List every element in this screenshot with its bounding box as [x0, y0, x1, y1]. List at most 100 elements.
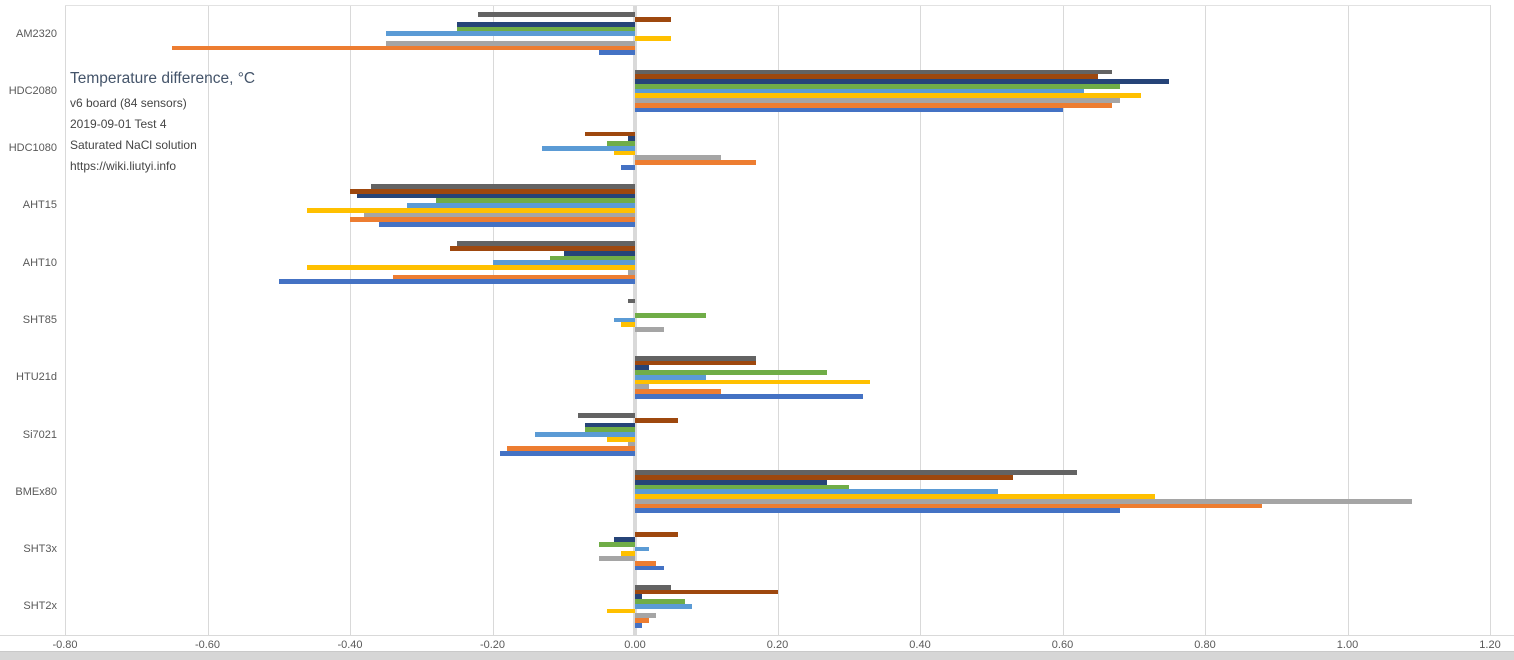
bar-sht2x-blue-series	[635, 622, 643, 628]
bar-si7021-light-blue-series	[535, 432, 635, 437]
bar-hdc1080-navy-series	[627, 136, 635, 142]
x-axis-tick-label: 0.40	[909, 639, 931, 651]
bar-am2320-light-blue-series	[385, 31, 635, 36]
x-axis-tick-label: -0.80	[52, 639, 78, 651]
bar-hdc2080-blue-series	[635, 107, 1063, 113]
bar-aht10-blue-series	[278, 279, 635, 285]
bar-aht10-green-series	[549, 255, 635, 261]
bar-htu21d-dark-red-series	[635, 360, 757, 366]
x-axis-tick-label: -0.20	[479, 639, 506, 651]
bar-htu21d-yellow-series	[635, 379, 871, 385]
x-axis-tick-label: 0.80	[1194, 639, 1216, 651]
bar-bmex80-light-blue-series	[635, 489, 999, 495]
plot-top-border	[65, 5, 1490, 6]
bar-sht3x-green-series	[599, 541, 635, 547]
category-label-am2320: AM2320	[16, 27, 57, 40]
bar-sht3x-navy-series	[613, 537, 635, 542]
bar-hdc2080-orange-series	[635, 102, 1113, 108]
bar-aht15-yellow-series	[307, 207, 635, 213]
category-label-sht85: SHT85	[22, 314, 57, 326]
bar-hdc2080-navy-series	[635, 79, 1170, 84]
gridline	[65, 5, 66, 635]
category-label-bmex80: BMEx80	[15, 485, 57, 498]
category-label-hdc1080: HDC1080	[8, 142, 57, 155]
bar-si7021-gray-series	[627, 441, 635, 447]
category-label-aht15: AHT15	[22, 199, 57, 212]
x-axis-tick-label: 1.20	[1479, 639, 1501, 651]
bar-am2320-dark-gray-series	[478, 12, 635, 17]
gridline	[1062, 5, 1064, 635]
gridline	[492, 5, 494, 635]
bar-hdc1080-green-series	[606, 141, 635, 146]
bar-aht10-dark-gray-series	[456, 241, 635, 247]
bar-sht2x-gray-series	[635, 613, 657, 619]
bar-am2320-orange-series	[171, 45, 635, 51]
x-axis-tick-label: 1.00	[1336, 639, 1359, 651]
category-label-htu21d: HTU21d	[16, 371, 57, 384]
bar-sht2x-green-series	[635, 599, 685, 604]
bar-sht3x-orange-series	[635, 560, 657, 566]
bar-hdc2080-dark-gray-series	[635, 69, 1113, 75]
bar-sht3x-blue-series	[635, 565, 664, 571]
x-axis-tick-label: 0.20	[766, 639, 789, 651]
bar-aht10-gray-series	[627, 269, 635, 275]
bar-htu21d-blue-series	[635, 393, 863, 399]
bar-bmex80-green-series	[635, 484, 849, 490]
bar-bmex80-dark-gray-series	[635, 470, 1077, 476]
bar-si7021-orange-series	[506, 446, 635, 452]
zero-axis-line	[633, 5, 637, 636]
gridline	[920, 5, 921, 635]
bar-aht15-navy-series	[357, 193, 635, 199]
bar-bmex80-orange-series	[635, 503, 1262, 509]
chart-title: Temperature difference, °C	[70, 70, 256, 87]
bar-sht85-dark-gray-series	[627, 298, 635, 304]
category-label-si7021: Si7021	[22, 428, 57, 441]
bar-hdc1080-blue-series	[620, 164, 635, 170]
bar-hdc2080-light-blue-series	[635, 88, 1084, 94]
bar-sht2x-dark-gray-series	[635, 584, 671, 590]
bar-sht85-light-blue-series	[613, 317, 635, 323]
x-axis-line	[0, 635, 1514, 636]
category-label-sht2x: SHT2x	[23, 600, 57, 613]
bar-am2320-navy-series	[456, 21, 635, 27]
gridline	[1205, 5, 1206, 635]
bar-htu21d-light-blue-series	[635, 374, 707, 380]
bar-si7021-dark-red-series	[635, 417, 678, 423]
bar-htu21d-dark-gray-series	[635, 355, 757, 361]
bar-bmex80-yellow-series	[635, 494, 1156, 499]
bar-am2320-dark-red-series	[635, 17, 671, 22]
bar-aht10-orange-series	[392, 274, 635, 280]
bar-si7021-green-series	[585, 427, 635, 433]
chart-subtitle-board: v6 board (84 sensors)	[70, 96, 187, 110]
chart-subtitle-solution: Saturated NaCl solution	[70, 138, 197, 152]
gridline	[1347, 5, 1349, 635]
bar-hdc2080-green-series	[635, 83, 1120, 89]
category-label-sht3x: SHT3x	[23, 543, 57, 556]
bar-sht3x-dark-red-series	[635, 532, 678, 538]
bar-aht10-yellow-series	[307, 265, 635, 270]
bar-sht3x-yellow-series	[620, 551, 635, 557]
x-axis-tick-label: -0.60	[194, 639, 221, 651]
bar-hdc1080-orange-series	[635, 160, 757, 165]
bar-bmex80-navy-series	[635, 479, 828, 485]
chart-annotation-block: Temperature difference, °C v6 board (84 …	[70, 70, 255, 177]
bar-si7021-dark-gray-series	[578, 413, 635, 418]
bar-si7021-blue-series	[499, 451, 635, 456]
bar-aht15-light-blue-series	[407, 203, 635, 208]
bar-am2320-green-series	[456, 26, 635, 32]
bar-hdc2080-yellow-series	[635, 93, 1141, 99]
bar-sht2x-yellow-series	[606, 608, 635, 614]
bar-bmex80-gray-series	[635, 498, 1412, 504]
bar-htu21d-gray-series	[635, 384, 650, 390]
bar-aht10-dark-red-series	[449, 246, 635, 251]
bar-sht2x-dark-red-series	[635, 589, 778, 595]
bar-sht2x-light-blue-series	[635, 603, 692, 609]
window-bottom-edge	[0, 651, 1514, 660]
bar-sht85-yellow-series	[620, 322, 635, 328]
bar-hdc1080-light-blue-series	[542, 145, 635, 151]
bar-htu21d-orange-series	[635, 389, 721, 394]
bar-sht85-green-series	[635, 312, 707, 318]
bar-sht2x-navy-series	[635, 594, 643, 600]
bar-bmex80-blue-series	[635, 508, 1120, 514]
